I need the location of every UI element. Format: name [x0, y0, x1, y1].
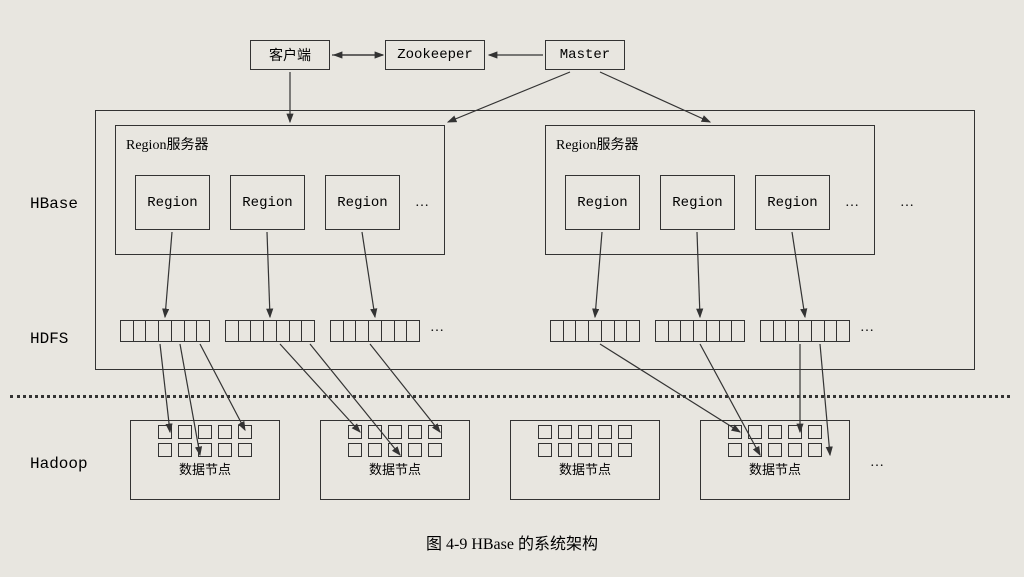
ellipsis-r2: …	[845, 195, 861, 211]
client-box: 客户端	[250, 40, 330, 70]
data-node-1: 数据节点	[130, 420, 280, 500]
ellipsis-datanodes: …	[870, 455, 886, 471]
ellipsis-r1: …	[415, 195, 431, 211]
ellipsis-hdfs1: …	[430, 320, 446, 336]
region-1-3: Region	[325, 175, 400, 230]
data-node-3-label: 数据节点	[511, 459, 659, 478]
zookeeper-box: Zookeeper	[385, 40, 485, 70]
hdfs-block-1	[120, 320, 210, 342]
region-2-3: Region	[755, 175, 830, 230]
data-node-2: 数据节点	[320, 420, 470, 500]
hdfs-block-4	[550, 320, 640, 342]
region-1-2: Region	[230, 175, 305, 230]
region-server-2-title: Region服务器	[556, 134, 638, 154]
data-node-4: 数据节点	[700, 420, 850, 500]
master-box: Master	[545, 40, 625, 70]
figure-caption: 图 4-9 HBase 的系统架构	[0, 530, 1024, 554]
layer-divider	[10, 395, 1010, 398]
ellipsis-hdfs2: …	[860, 320, 876, 336]
region-2-1: Region	[565, 175, 640, 230]
data-node-4-label: 数据节点	[701, 459, 849, 478]
hbase-label: HBase	[30, 195, 78, 213]
hdfs-block-3	[330, 320, 420, 342]
data-node-1-label: 数据节点	[131, 459, 279, 478]
data-node-3: 数据节点	[510, 420, 660, 500]
data-node-2-label: 数据节点	[321, 459, 469, 478]
region-server-1-title: Region服务器	[126, 134, 208, 154]
hdfs-block-2	[225, 320, 315, 342]
hdfs-block-5	[655, 320, 745, 342]
hdfs-block-6	[760, 320, 850, 342]
hadoop-label: Hadoop	[30, 455, 88, 473]
region-2-2: Region	[660, 175, 735, 230]
ellipsis-servers: …	[900, 195, 916, 211]
region-1-1: Region	[135, 175, 210, 230]
hdfs-label: HDFS	[30, 330, 68, 348]
